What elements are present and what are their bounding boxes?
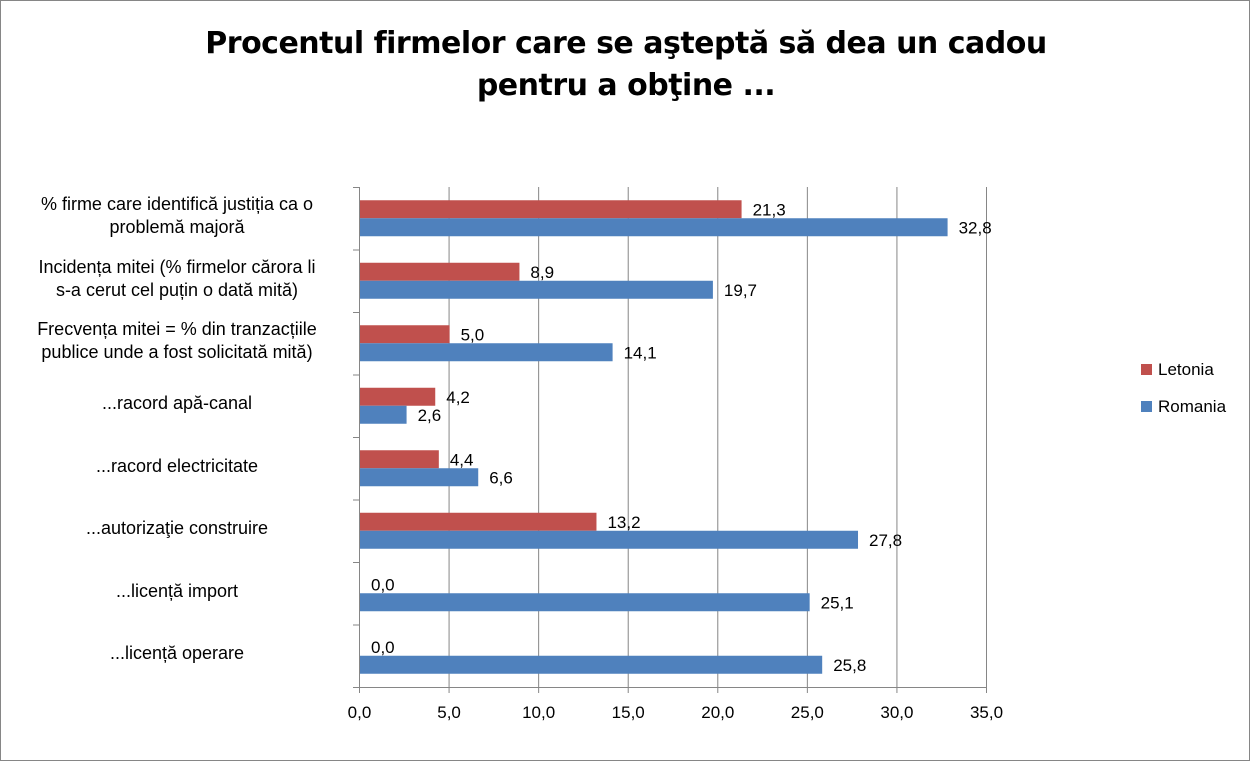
- x-tick-label: 5,0: [437, 703, 461, 722]
- category-label-line: ...racord apă-canal: [101, 393, 253, 414]
- category-label: ...racord apă-canal: [9, 392, 345, 415]
- data-label-romania: 25,1: [821, 593, 854, 612]
- category-label-line: ...licență operare: [109, 643, 245, 664]
- bar-letonia: [360, 262, 520, 281]
- category-label: ...autorizaţie construire: [9, 517, 345, 540]
- data-label-letonia: 13,2: [607, 513, 640, 532]
- data-label-romania: 14,1: [624, 343, 657, 362]
- legend-item-letonia: Letonia: [1141, 351, 1226, 388]
- category-label-line: s-a cerut cel puțin o dată mită): [55, 279, 299, 300]
- legend-item-romania: Romania: [1141, 388, 1226, 425]
- category-label: % firme care identifică justiția ca o pro…: [9, 193, 345, 239]
- x-tick-label: 15,0: [612, 703, 645, 722]
- legend-swatch: [1141, 401, 1152, 412]
- data-label-romania: 6,6: [489, 468, 513, 487]
- bar-romania: [360, 593, 810, 612]
- bar-romania: [360, 343, 613, 362]
- chart-title: Procentul firmelor care se aşteptă să de…: [205, 26, 1047, 103]
- bar-letonia: [360, 325, 450, 344]
- category-label-line: ...racord electricitate: [95, 455, 259, 476]
- data-label-letonia: 0,0: [371, 638, 395, 657]
- x-tick-label: 25,0: [791, 703, 824, 722]
- category-label-line: ...autorizaţie construire: [85, 518, 269, 539]
- bar-romania: [360, 468, 479, 487]
- category-label: ...racord electricitate: [9, 455, 345, 478]
- legend-label: Letonia: [1158, 359, 1214, 379]
- x-tick-label: 20,0: [701, 703, 734, 722]
- data-label-letonia: 8,9: [530, 263, 554, 282]
- bar-letonia: [360, 450, 439, 469]
- x-tick-label: 0,0: [348, 703, 372, 722]
- category-label: Frecvența mitei = % din tranzacțiile publ…: [9, 318, 345, 364]
- category-label-line: publice unde a fost solicitată mită): [41, 342, 313, 363]
- bar-romania: [360, 405, 407, 424]
- legend: Letonia Romania: [1141, 351, 1226, 425]
- x-tick-label: 10,0: [522, 703, 555, 722]
- x-tick-label: 35,0: [970, 703, 1003, 722]
- category-label-line: % firme care identifică justiția ca o: [40, 194, 314, 215]
- data-label-letonia: 0,0: [371, 575, 395, 594]
- bar-romania: [360, 530, 859, 549]
- data-label-letonia: 4,2: [446, 388, 470, 407]
- bar-romania: [360, 280, 713, 299]
- category-label-line: Incidența mitei (% firmelor cărora li: [38, 256, 316, 277]
- category-label: ...licență import: [9, 580, 345, 603]
- x-tick-label: 30,0: [880, 703, 913, 722]
- bar-letonia: [360, 512, 597, 531]
- category-label-line: problemă majoră: [109, 217, 245, 238]
- data-label-letonia: 5,0: [461, 325, 485, 344]
- category-label-line: Frecvența mitei = % din tranzacțiile: [37, 319, 317, 340]
- bar-romania: [360, 655, 823, 674]
- bar-letonia: [360, 200, 742, 219]
- category-label-line: ...licență import: [115, 580, 239, 601]
- data-label-romania: 27,8: [869, 531, 902, 550]
- category-label: Incidența mitei (% firmelor cărora li s-a…: [9, 256, 345, 302]
- legend-label: Romania: [1158, 396, 1227, 416]
- data-label-letonia: 21,3: [753, 200, 786, 219]
- category-label: ...licență operare: [9, 642, 345, 665]
- bar-letonia: [360, 387, 436, 406]
- data-label-letonia: 4,4: [450, 450, 474, 469]
- bar-romania: [360, 218, 948, 237]
- data-label-romania: 19,7: [724, 281, 757, 300]
- legend-swatch: [1141, 364, 1152, 375]
- data-label-romania: 32,8: [959, 218, 992, 237]
- data-label-romania: 2,6: [418, 406, 442, 425]
- data-label-romania: 25,8: [833, 656, 866, 675]
